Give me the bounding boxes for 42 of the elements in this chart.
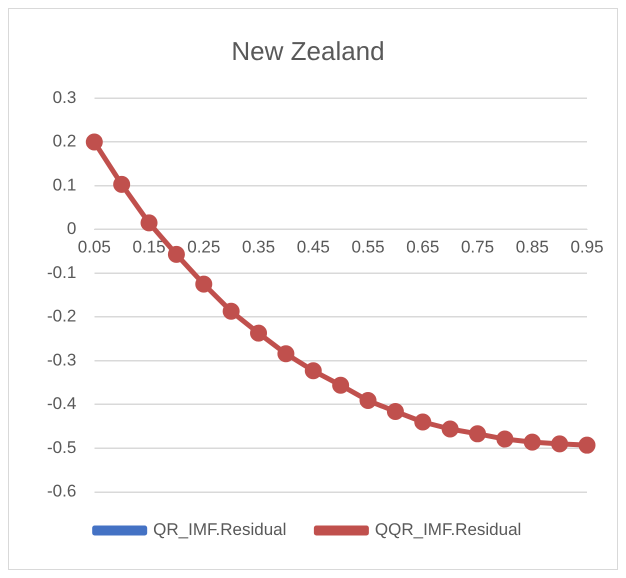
point	[496, 430, 514, 448]
point	[250, 324, 268, 342]
point	[578, 436, 596, 454]
point	[113, 176, 130, 193]
point	[386, 402, 404, 420]
point	[414, 413, 432, 430]
point	[469, 425, 486, 442]
x-tick-label: 0.95	[570, 237, 604, 256]
point	[332, 376, 350, 394]
y-tick-label: 0.1	[52, 175, 76, 194]
x-tick-label: 0.45	[296, 237, 330, 256]
x-tick-label: 0.35	[242, 237, 276, 256]
y-tick-label: -0.6	[46, 482, 76, 501]
point	[524, 434, 541, 451]
y-tick-label: -0.5	[46, 438, 76, 457]
x-tick-label: 0.25	[187, 237, 220, 256]
x-tick-label: 0.15	[132, 237, 166, 256]
y-tick-label: 0.3	[52, 88, 76, 107]
x-tick-label: 0.55	[351, 237, 385, 256]
x-tick-label: 0.05	[78, 237, 111, 256]
point	[360, 392, 377, 410]
x-tick-label: 0.85	[516, 237, 549, 256]
y-tick-label: 0	[66, 219, 76, 238]
point	[277, 345, 294, 362]
y-tick-label: 0.2	[52, 132, 76, 151]
y-tick-label: -0.3	[46, 350, 76, 370]
point	[222, 302, 240, 320]
legend-label: QQR_IMF.Residual	[374, 520, 522, 540]
point	[195, 276, 212, 293]
y-tick-label: -0.2	[46, 306, 76, 326]
point	[551, 435, 568, 452]
point	[304, 362, 322, 380]
y-tick-label: -0.4	[46, 394, 76, 414]
point	[168, 246, 185, 263]
point	[140, 214, 158, 232]
x-tick-label: 0.65	[406, 237, 440, 256]
point	[442, 420, 459, 438]
legend-label: QR_IMF.Residual	[153, 520, 286, 540]
point	[86, 133, 103, 150]
chart-title: New Zealand	[231, 36, 385, 66]
y-tick-label: -0.1	[46, 262, 76, 282]
x-tick-label: 0.75	[460, 237, 494, 256]
